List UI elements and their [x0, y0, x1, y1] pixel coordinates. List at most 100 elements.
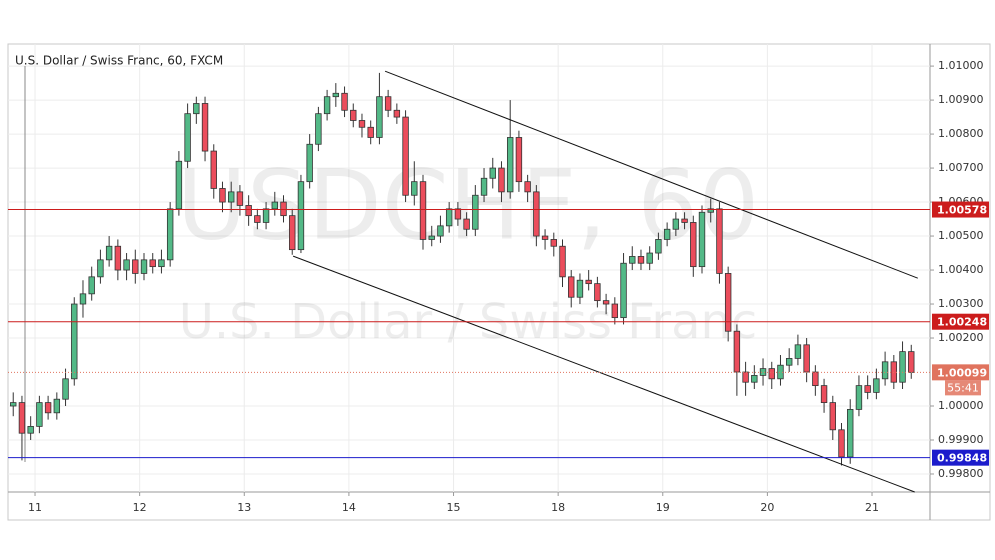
- candle-body: [384, 96, 392, 111]
- candle-body: [550, 239, 557, 247]
- y-tick-label: 1.00400: [938, 263, 984, 276]
- x-tick-label: 14: [342, 501, 356, 514]
- candle-body: [585, 279, 592, 285]
- last-price-label: 1.00099: [937, 366, 987, 379]
- candle-body: [838, 429, 845, 458]
- candle-body: [36, 402, 43, 427]
- level-label-box: [932, 201, 989, 218]
- x-tick-label: 20: [760, 501, 774, 514]
- candle-body: [489, 167, 496, 179]
- x-tick-label: 19: [656, 501, 670, 514]
- candle-body: [254, 215, 261, 223]
- candle-body: [733, 330, 741, 373]
- candle-body: [908, 351, 915, 373]
- candle-body: [864, 385, 871, 393]
- candle-body: [724, 273, 732, 332]
- candle-body: [759, 368, 767, 376]
- candle-body: [184, 113, 191, 162]
- x-tick-label: 15: [447, 501, 461, 514]
- candle-body: [358, 120, 366, 128]
- candle-body: [620, 262, 627, 319]
- y-tick-label: 1.00500: [938, 229, 984, 242]
- candle-body: [463, 218, 470, 230]
- candle-body: [629, 256, 636, 264]
- y-tick-label: 1.00900: [938, 93, 984, 106]
- candle-body: [140, 259, 148, 274]
- candle-body: [210, 150, 217, 189]
- candle-body: [419, 181, 427, 240]
- candle-body: [899, 351, 906, 383]
- candle-body: [341, 92, 348, 111]
- candle-body: [97, 259, 104, 278]
- candle-body: [123, 259, 130, 271]
- candle-body: [219, 188, 226, 203]
- candle-body: [742, 371, 749, 383]
- candle-body: [306, 143, 313, 183]
- x-tick-label: 13: [237, 501, 251, 514]
- y-tick-label: 1.00200: [938, 331, 984, 344]
- candle-body: [166, 208, 174, 261]
- candle-body: [193, 103, 200, 115]
- candle-body: [79, 293, 87, 305]
- y-tick-label: 1.00700: [938, 161, 984, 174]
- candle-body: [472, 194, 479, 230]
- chart-frame: [7, 43, 991, 521]
- candle-body: [812, 371, 819, 387]
- level-label: 1.00578: [937, 204, 987, 217]
- candle-body: [437, 225, 444, 237]
- candle-body: [655, 239, 662, 254]
- candle-body: [873, 378, 880, 393]
- candle-body: [236, 191, 244, 206]
- candle-body: [794, 344, 802, 359]
- candle-body: [498, 167, 505, 193]
- y-tick-label: 1.00000: [938, 399, 984, 412]
- candle-body: [707, 208, 714, 213]
- candle-body: [227, 191, 235, 203]
- x-tick-label: 11: [28, 501, 42, 514]
- candle-body: [18, 402, 26, 434]
- candle-body: [289, 215, 296, 251]
- x-tick-label: 12: [133, 501, 147, 514]
- candle-body: [175, 160, 183, 210]
- y-tick-label: 0.99900: [938, 433, 984, 446]
- candle-body: [428, 235, 435, 240]
- level-label: 0.99848: [937, 452, 987, 465]
- candle-body: [71, 303, 78, 380]
- y-tick-label: 1.00300: [938, 297, 984, 310]
- candle-body: [271, 201, 278, 210]
- candle-body: [672, 218, 680, 230]
- candle-body: [158, 259, 165, 268]
- y-tick-label: 0.99800: [938, 467, 984, 480]
- candle-body: [716, 208, 723, 274]
- x-tick-label: 21: [865, 501, 879, 514]
- candle-body: [541, 235, 549, 240]
- candle-body: [376, 96, 383, 138]
- candle-body: [777, 364, 784, 380]
- candle-body: [149, 259, 156, 268]
- candle-body: [576, 279, 584, 298]
- candle-body: [411, 181, 418, 196]
- candle-body: [245, 205, 252, 217]
- candle-body: [315, 113, 322, 145]
- candle-body: [114, 245, 122, 271]
- plot: [8, 70, 930, 493]
- candle-body: [105, 245, 113, 261]
- level-label-box: [932, 313, 989, 330]
- candle-body: [524, 181, 531, 193]
- level-label-box: [932, 449, 989, 466]
- candle-body: [646, 252, 653, 264]
- candle-body: [751, 375, 758, 383]
- y-tick-label: 1.00800: [938, 127, 984, 140]
- watermark-symbol: USDCHF, 60: [177, 149, 760, 261]
- trend-line: [292, 255, 915, 493]
- y-tick-label: 1.01000: [938, 59, 984, 72]
- candle-body: [690, 222, 697, 268]
- countdown-box: [945, 380, 981, 396]
- candle-body: [445, 208, 453, 227]
- candle-body: [454, 208, 462, 220]
- candle-body: [53, 398, 61, 414]
- candle-body: [785, 358, 793, 366]
- candle-body: [533, 191, 540, 237]
- candle-body: [602, 300, 610, 305]
